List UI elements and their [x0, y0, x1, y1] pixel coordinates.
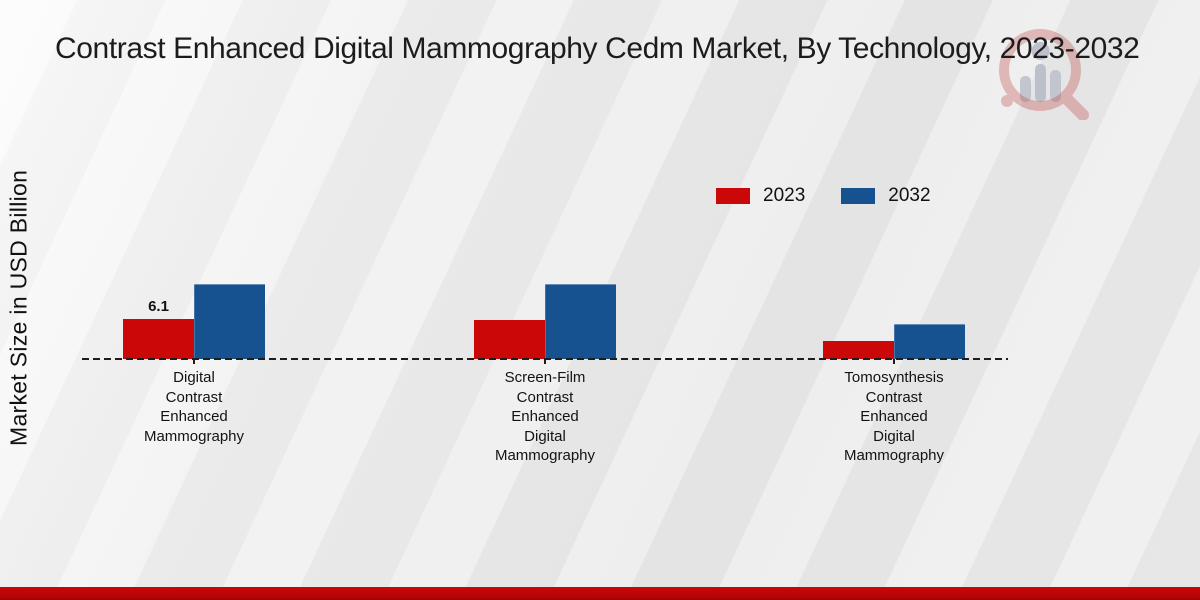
legend-swatch-icon [841, 188, 876, 204]
bar-2023-category-1 [474, 320, 545, 359]
magnifier-chart-logo-icon [999, 29, 1089, 121]
bar-2023-category-0 [123, 319, 194, 359]
x-axis-tick [193, 359, 195, 364]
category-label-1: Screen-Film Contrast Enhanced Digital Mammog… [494, 369, 596, 464]
category-label-2: Tomosynthesis Contrast Enhanced Digital Mamm… [843, 369, 945, 464]
legend-swatch-icon [716, 188, 750, 204]
bar-2032-category-2 [894, 324, 965, 359]
legend-label: 2032 [888, 185, 931, 206]
legend-label: 2023 [763, 185, 806, 206]
bar-2032-category-1 [545, 284, 616, 359]
legend-item-2023: 2023 [716, 185, 805, 207]
legend-item-2032: 2032 [841, 185, 931, 207]
x-axis-tick [893, 359, 895, 364]
footer-red-bar [0, 587, 1200, 600]
bar-2032-category-0 [194, 284, 265, 359]
bar-value-label: 6.1 [148, 298, 169, 315]
market-research-logo-watermark [995, 18, 1095, 121]
bar-2023-category-2 [823, 341, 894, 359]
x-axis-tick [544, 359, 546, 364]
legend: 2023 2032 [716, 185, 931, 207]
category-label-0: Digital Contrast Enhanced Mammography [143, 369, 245, 445]
chart-title: Contrast Enhanced Digital Mammography Ce… [55, 32, 1140, 65]
